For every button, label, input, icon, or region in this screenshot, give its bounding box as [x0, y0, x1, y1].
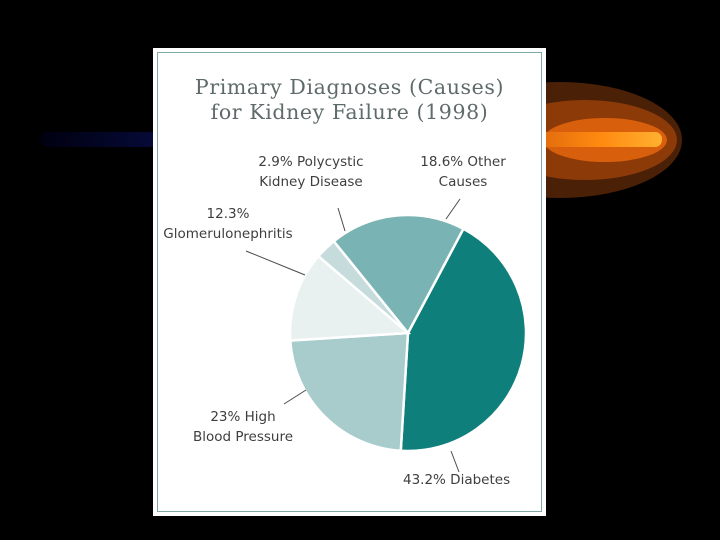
chart-title: Primary Diagnoses (Causes) for Kidney Fa… [158, 75, 541, 125]
pie-slice-2 [288, 331, 410, 453]
leader-line-3 [245, 250, 306, 276]
slice-label-1: 43.2% Diabetes [403, 472, 510, 488]
slice-label-3: 12.3% Glomerulonephritis [163, 206, 292, 242]
leader-line-4 [337, 207, 346, 232]
leader-line-1 [450, 450, 460, 473]
chart-frame: Primary Diagnoses (Causes) for Kidney Fa… [157, 52, 542, 512]
pie-chart: 43.2% Diabetes 23% High Blood Pressure 12.3… [163, 154, 528, 488]
pie-slice-5 [332, 213, 466, 336]
chart-title-line-2: for Kidney Failure (1998) [210, 100, 489, 124]
chart-card: Primary Diagnoses (Causes) for Kidney Fa… [153, 48, 546, 516]
pie-slice-3 [288, 254, 412, 342]
slice-label-5: 18.6% Other Causes [420, 154, 506, 190]
slice-label-4: 2.9% Polycystic Kidney Disease [258, 154, 363, 190]
leader-line-5 [445, 198, 461, 220]
pie-slice-1 [399, 227, 528, 453]
chart-title-line-1: Primary Diagnoses (Causes) [194, 75, 505, 99]
slice-label-2: 23% High Blood Pressure [193, 409, 293, 445]
leader-line-2 [283, 389, 307, 405]
